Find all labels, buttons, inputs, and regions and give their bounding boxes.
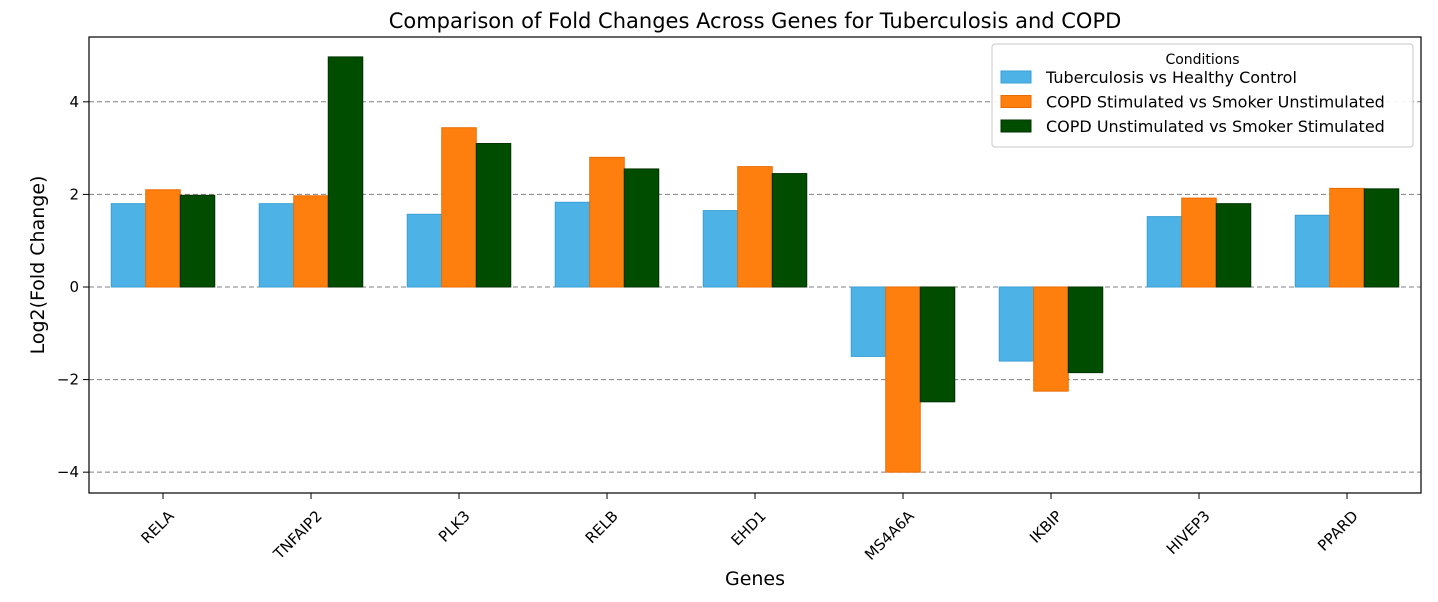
x-tick-label: PLK3 [435, 507, 474, 546]
bar-ikbip-series-3 [1067, 286, 1104, 374]
bar-tnfaip2-series-3 [327, 56, 364, 288]
chart-title: Comparison of Fold Changes Across Genes … [389, 9, 1122, 33]
bar-rela-series-3 [179, 194, 216, 288]
x-axis-label: Genes [725, 568, 785, 590]
bar-ms4a6a-series-1 [850, 286, 887, 357]
bar-ppard-series-1 [1294, 214, 1331, 288]
x-axis-ticks: RELA TNFAIP2 PLK3 RELB EHD1 MS4A6A IKBIP HIVEP3… [138, 493, 1362, 564]
x-tick-label: MS4A6A [861, 507, 918, 564]
bar-ikbip-series-2 [1033, 286, 1069, 392]
x-tick-label: TNFAIP2 [269, 507, 326, 564]
legend: Conditions Tuberculosis vs Healthy Contr… [991, 43, 1414, 148]
legend-label: COPD Unstimulated vs Smoker Stimulated [1046, 117, 1385, 136]
bar-hivep3-series-1 [1146, 216, 1183, 288]
bar-tnfaip2-series-1 [258, 203, 295, 288]
y-tick-label: −2 [57, 371, 79, 389]
bar-ehd1-series-3 [771, 173, 808, 288]
bars [110, 56, 1400, 473]
x-tick-label: PPARD [1314, 507, 1362, 555]
y-tick-label: 4 [69, 93, 79, 111]
bar-plk3-series-3 [475, 142, 512, 288]
bar-ms4a6a-series-3 [919, 286, 956, 403]
y-tick-label: −4 [57, 463, 79, 481]
legend-swatch [1000, 70, 1032, 84]
legend-box [991, 43, 1414, 148]
bar-ppard-series-3 [1363, 188, 1400, 288]
x-tick-label: RELA [138, 507, 179, 548]
bar-hivep3-series-3 [1215, 203, 1252, 288]
y-tick-label: 2 [69, 185, 79, 203]
y-axis-label: Log2(Fold Change) [27, 176, 49, 355]
legend-swatch [1000, 119, 1032, 133]
legend-title: Conditions [1165, 52, 1239, 68]
bar-relb-series-1 [554, 201, 591, 288]
bar-plk3-series-2 [441, 127, 477, 288]
bar-ms4a6a-series-2 [885, 286, 921, 473]
y-axis-ticks: −4 −2 0 2 4 [57, 93, 89, 481]
bar-hivep3-series-2 [1181, 197, 1217, 288]
bar-plk3-series-1 [406, 213, 443, 288]
x-tick-label: EHD1 [727, 507, 769, 549]
legend-label: Tuberculosis vs Healthy Control [1045, 68, 1297, 87]
bar-rela-series-2 [145, 189, 181, 288]
bar-relb-series-2 [589, 156, 625, 288]
bar-rela-series-1 [110, 203, 147, 288]
x-tick-label: RELB [582, 507, 622, 547]
bar-tnfaip2-series-2 [293, 195, 329, 288]
legend-items: Tuberculosis vs Healthy Control COPD Stim… [1000, 68, 1385, 136]
bar-ppard-series-2 [1329, 187, 1365, 288]
y-tick-label: 0 [69, 278, 79, 296]
legend-label: COPD Stimulated vs Smoker Unstimulated [1046, 93, 1385, 112]
x-tick-label: IKBIP [1026, 507, 1066, 547]
bar-ehd1-series-1 [702, 210, 739, 288]
x-tick-label: HIVEP3 [1163, 507, 1214, 558]
bar-ehd1-series-2 [737, 166, 773, 288]
legend-swatch [1000, 95, 1032, 108]
bar-ikbip-series-1 [998, 286, 1035, 362]
bar-relb-series-3 [623, 168, 660, 288]
